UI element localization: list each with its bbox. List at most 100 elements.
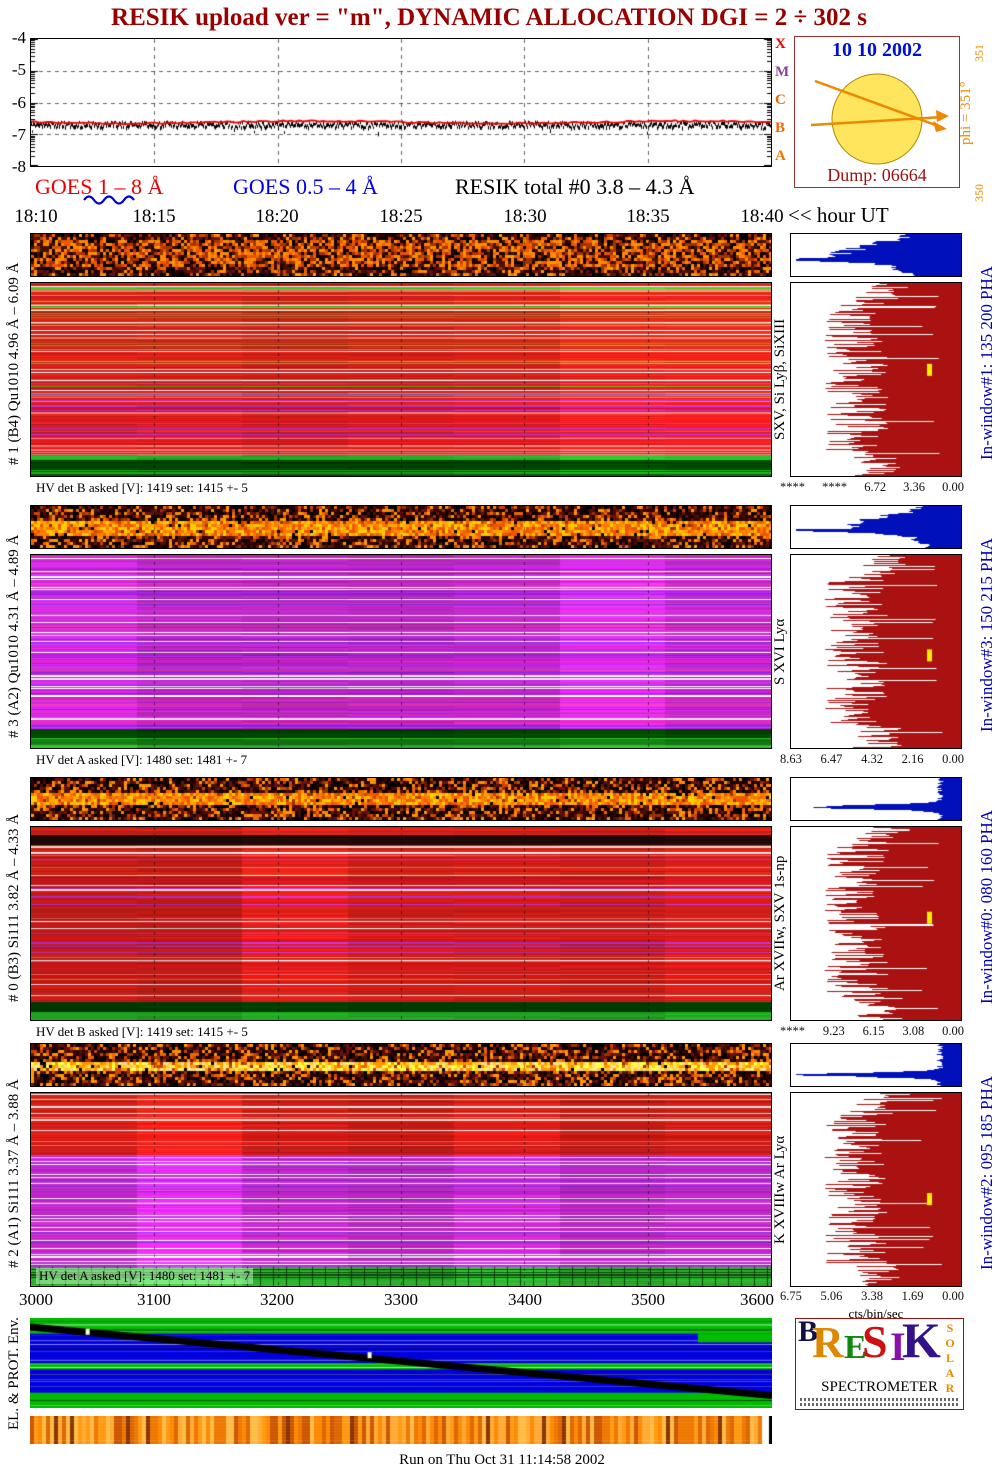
time-tick: 18:20 <box>255 206 299 227</box>
observation-date: 10 10 2002 <box>832 39 922 61</box>
flux-class-A: A <box>775 148 786 164</box>
logo-letter: S <box>862 1318 888 1367</box>
panel3-hist-scale: **** 9.23 6.15 3.08 0.00 <box>780 1024 964 1039</box>
env-panel <box>30 1318 772 1408</box>
panel4-pha-strip <box>30 1043 772 1087</box>
goes-ytick: -5 <box>11 60 26 79</box>
panel1-hist-scale: **** **** 6.72 3.36 0.00 <box>780 480 964 495</box>
scale-value: 6.47 <box>820 752 843 766</box>
row-tick: 3500 <box>631 1290 665 1309</box>
flux-class-B: B <box>775 120 786 136</box>
scale-value: **** <box>822 480 848 494</box>
phi-tick-bottom: 350 <box>972 184 986 202</box>
scale-value: 6.15 <box>862 1024 885 1038</box>
row-tick: 3200 <box>260 1290 294 1309</box>
panel1-pha-hist <box>790 233 962 277</box>
scale-value: 8.63 <box>780 752 802 766</box>
resik-logo: B R E S I K SOLAR SPECTROMETER <box>795 1318 964 1410</box>
scale-value: 1.69 <box>901 1289 924 1303</box>
panel4-line-label: K XVIIIw Ar Lyα <box>772 1135 788 1244</box>
panel3-window-label: In-window#0: 080 160 PHA <box>977 809 996 1005</box>
time-tick: 18:30 <box>503 206 547 227</box>
panel1-spectrogram <box>30 282 772 477</box>
panel2-window-label: In-window#3: 150 215 PHA <box>977 537 996 733</box>
goes-ytick: -4 <box>11 28 26 47</box>
logo-letter: B <box>798 1318 819 1348</box>
panel3-pha-strip <box>30 777 772 821</box>
goes-lightcurve-plot <box>30 38 772 167</box>
phi-tick-top: 351 <box>972 44 986 62</box>
run-timestamp: Run on Thu Oct 31 11:14:58 2002 <box>399 1452 605 1468</box>
thermal-strip <box>30 1416 772 1444</box>
logo-microprint <box>800 1398 959 1401</box>
panel2-pha-hist <box>790 505 962 549</box>
panel2-hv-status: HV det A asked [V]: 1480 set: 1481 +- 7 <box>36 752 248 767</box>
solar-disk-diagram <box>810 73 949 165</box>
arrowhead-icon <box>933 121 947 132</box>
hist-axis-label: cts/bin/sec <box>848 1306 904 1321</box>
goes-ytick: -6 <box>11 93 26 112</box>
scale-value: 0.00 <box>942 752 964 766</box>
panel1-pha-strip <box>30 233 772 277</box>
scale-value: 3.38 <box>861 1289 883 1303</box>
time-tick: 18:10 <box>14 206 58 227</box>
row-tick: 3400 <box>508 1290 542 1309</box>
panel4-hv-status: HV det A asked [V]: 1480 set: 1481 +- 7 <box>36 1268 254 1284</box>
time-tick: 18:25 <box>379 206 423 227</box>
panel3-hv-status: HV det B asked [V]: 1419 set: 1415 +- 5 <box>36 1024 248 1039</box>
scale-value: 6.75 <box>780 1289 802 1303</box>
panel1-window-label: In-window#1: 135 200 PHA <box>977 265 996 461</box>
sun-pointing-panel: 10 10 2002 Dump: 06664 <box>794 36 960 188</box>
panel4-hist-scale: 6.75 5.06 3.38 1.69 0.00 <box>780 1289 964 1304</box>
panel1-line-label: SXV, Si Lyβ, SiXIII <box>772 318 788 441</box>
row-tick: 3000 <box>19 1290 53 1309</box>
legend-resik-total: RESIK total #0 3.8 – 4.3 Å <box>455 174 695 199</box>
flux-class-M: M <box>775 64 790 80</box>
scale-value: 2.16 <box>901 752 924 766</box>
scale-value: 0.00 <box>942 1024 964 1038</box>
time-tick: 18:15 <box>132 206 176 227</box>
logo-microprint <box>800 1403 959 1406</box>
page-title: RESIK upload ver = "m", DYNAMIC ALLOCATI… <box>111 4 867 31</box>
panel4-pha-hist <box>790 1043 962 1087</box>
logo-solar-label: SOLAR <box>943 1321 957 1396</box>
panel4-channel-label: # 2 (A1) Si111 3.37 Å – 3.88 Å <box>6 1079 22 1269</box>
panel2-pha-strip <box>30 505 772 549</box>
goes-ytick: -7 <box>11 125 26 144</box>
row-tick: 3300 <box>384 1290 418 1309</box>
panel2-hist-scale: 8.63 6.47 4.32 2.16 0.00 <box>780 752 964 767</box>
scale-value: 0.00 <box>942 1289 964 1303</box>
time-axis-label: << hour UT <box>788 203 889 227</box>
panel1-spectrum-hist <box>790 282 962 477</box>
scale-value: 9.23 <box>822 1024 845 1038</box>
flux-class-X: X <box>775 36 786 52</box>
panel4-spectrum-hist <box>790 1092 962 1287</box>
panel1-hv-status: HV det B asked [V]: 1419 set: 1415 +- 5 <box>36 480 248 495</box>
logo-letter: I <box>890 1324 906 1369</box>
panel3-pha-hist <box>790 777 962 821</box>
time-tick: 18:40 <box>740 206 784 227</box>
panel3-channel-label: # 0 (B3) Si111 3.82 Å – 4.33 Å <box>6 813 22 1003</box>
panel4-window-label: In-window#2: 095 185 PHA <box>977 1075 996 1271</box>
time-tick: 18:35 <box>626 206 670 227</box>
pointing-arrow <box>810 115 944 127</box>
panel3-line-label: Ar XVIIw, SXV 1s-np <box>772 855 788 992</box>
scale-value: 6.72 <box>864 480 887 494</box>
logo-spectrometer-label: SPECTROMETER <box>821 1379 938 1395</box>
dump-number: Dump: 06664 <box>827 165 927 185</box>
scale-value: 4.32 <box>861 752 883 766</box>
panel4-spectrogram <box>30 1092 772 1287</box>
scale-value: **** <box>780 1024 805 1038</box>
env-panel-label: EL. & PROT. Env. <box>6 1317 22 1430</box>
panel2-spectrum-hist <box>790 554 962 749</box>
legend-goes-1-8: GOES 1 – 8 Å <box>35 174 164 199</box>
scale-value: **** <box>780 480 805 494</box>
scale-value: 3.08 <box>902 1024 925 1038</box>
scale-value: 3.36 <box>903 480 926 494</box>
panel3-spectrogram <box>30 826 772 1021</box>
goes-ytick: -8 <box>11 157 26 176</box>
row-tick: 3600 <box>740 1290 774 1309</box>
arrowhead-icon <box>936 110 949 122</box>
logo-letter: R <box>812 1318 844 1367</box>
panel3-spectrum-hist <box>790 826 962 1021</box>
